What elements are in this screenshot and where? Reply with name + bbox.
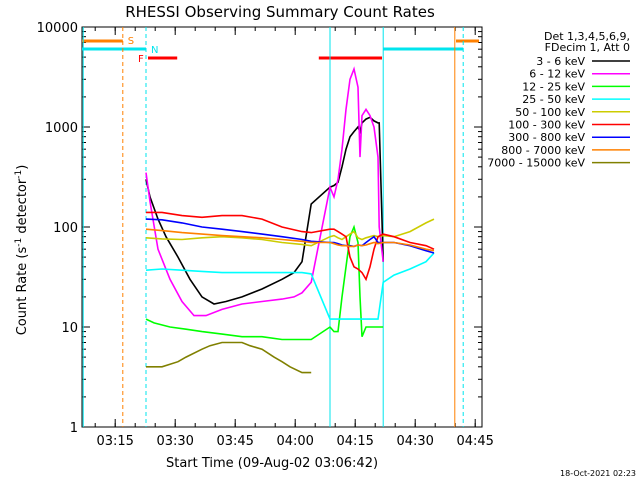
y-tick-label: 1 xyxy=(70,421,78,436)
x-axis-label: Start Time (09-Aug-02 03:06:42) xyxy=(166,456,378,471)
series-2-line xyxy=(145,224,384,341)
legend-label: 12 - 25 keV xyxy=(522,80,585,93)
x-tick-label: 03:15 xyxy=(96,434,133,449)
legend-header-1: Det 1,3,4,5,6,9, xyxy=(544,30,630,43)
x-tick-label: 03:45 xyxy=(216,434,253,449)
plot-area: 1 10 100 1000 10000 03:15 03:30 03:45 04:00 04:15… xyxy=(37,21,630,449)
y-tick-label: 100 xyxy=(53,221,78,236)
legend-label: 800 - 7000 keV xyxy=(501,144,585,157)
y-tick-label: 10000 xyxy=(37,21,78,36)
legend-label: 50 - 100 keV xyxy=(515,106,585,119)
y-axis-label: Count Rate (s-1 detector-1) xyxy=(14,165,30,336)
legend-label: 3 - 6 keV xyxy=(536,55,585,68)
y-tick-label: 10 xyxy=(61,321,78,336)
legend-label: 6 - 12 keV xyxy=(529,68,585,81)
series-7-line xyxy=(145,228,435,252)
annotation-label-flare: F xyxy=(138,54,144,65)
series-5-line xyxy=(146,211,435,282)
series-1-line xyxy=(145,66,384,317)
x-tick-label: 04:15 xyxy=(336,434,373,449)
series-3-line xyxy=(145,252,435,320)
x-tick-label: 03:30 xyxy=(156,434,193,449)
annotation-label-saa: S xyxy=(128,36,134,47)
legend-label: 25 - 50 keV xyxy=(522,93,585,106)
x-tick-label: 04:45 xyxy=(456,434,493,449)
timestamp: 18-Oct-2021 02:23 xyxy=(560,469,636,478)
legend-header-2: FDecim 1, Att 0 xyxy=(545,41,630,54)
legend-label: 100 - 300 keV xyxy=(508,119,585,132)
annotation-label-night: N xyxy=(151,45,158,56)
chart-title: RHESSI Observing Summary Count Rates xyxy=(125,3,435,21)
x-tick-label: 04:30 xyxy=(396,434,433,449)
series-0-line xyxy=(145,116,384,305)
legend-label: 300 - 800 keV xyxy=(508,131,585,144)
legend-label: 7000 - 15000 keV xyxy=(487,157,585,170)
series-8-line xyxy=(146,341,312,374)
x-tick-label: 04:00 xyxy=(276,434,313,449)
y-tick-label: 1000 xyxy=(45,121,78,136)
